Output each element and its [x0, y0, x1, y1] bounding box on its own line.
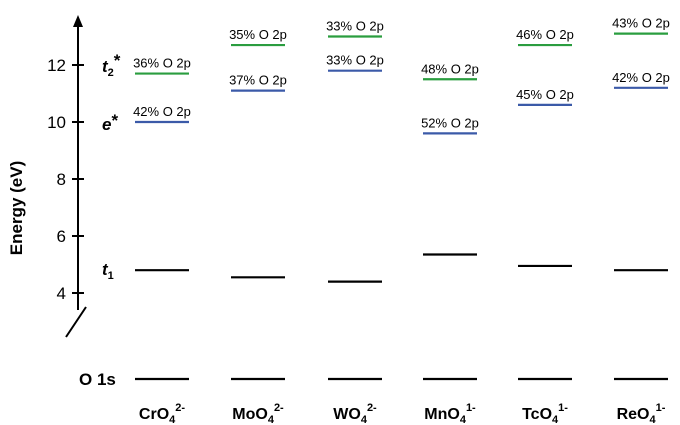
- annotation-t2star-5: 43% O 2p: [612, 16, 670, 31]
- axis-break-mark: [65, 306, 87, 338]
- y-tick-label-10: 10: [47, 113, 66, 132]
- category-label-1: MoO42-: [232, 402, 284, 425]
- y-axis-arrow: [73, 15, 83, 27]
- y-ticks: 4 6 8 10 12: [47, 56, 84, 303]
- annotation-estar-5: 42% O 2p: [612, 70, 670, 85]
- label-e-star: e*: [102, 111, 118, 134]
- y-tick-label-6: 6: [57, 227, 66, 246]
- y-tick-label-8: 8: [57, 170, 66, 189]
- annotation-t2star-0: 36% O 2p: [133, 56, 191, 71]
- annotation-estar-1: 37% O 2p: [229, 73, 287, 88]
- y-axis-label: Energy (eV): [7, 161, 26, 255]
- annotation-estar-2: 33% O 2p: [326, 53, 384, 68]
- annotation-t2star-4: 46% O 2p: [516, 27, 574, 42]
- category-labels: CrO42- MoO42- WO42- MnO41- TcO41- ReO41-: [139, 402, 666, 425]
- annotation-estar-4: 45% O 2p: [516, 87, 574, 102]
- y-axis: [65, 15, 87, 338]
- category-label-2: WO42-: [333, 402, 377, 425]
- label-t1: t1: [102, 260, 114, 282]
- annotation-estar-0: 42% O 2p: [133, 104, 191, 119]
- category-label-3: MnO41-: [424, 402, 476, 425]
- y-tick-label-12: 12: [47, 56, 66, 75]
- category-label-0: CrO42-: [139, 402, 185, 425]
- level-symbols: t2* e* t1 O 1s: [79, 51, 121, 389]
- category-label-5: ReO41-: [617, 402, 666, 425]
- category-label-4: TcO41-: [522, 402, 568, 425]
- annotation-t2star-1: 35% O 2p: [229, 27, 287, 42]
- y-tick-label-4: 4: [57, 284, 66, 303]
- annotation-t2star-2: 33% O 2p: [326, 19, 384, 34]
- annotation-t2star-3: 48% O 2p: [421, 61, 479, 76]
- label-o1s: O 1s: [79, 370, 116, 389]
- energy-levels: 36% O 2p 35% O 2p 33% O 2p 48% O 2p 46% O 2p…: [133, 16, 670, 381]
- annotation-estar-3: 52% O 2p: [421, 115, 479, 130]
- label-t2-star: t2*: [102, 51, 121, 79]
